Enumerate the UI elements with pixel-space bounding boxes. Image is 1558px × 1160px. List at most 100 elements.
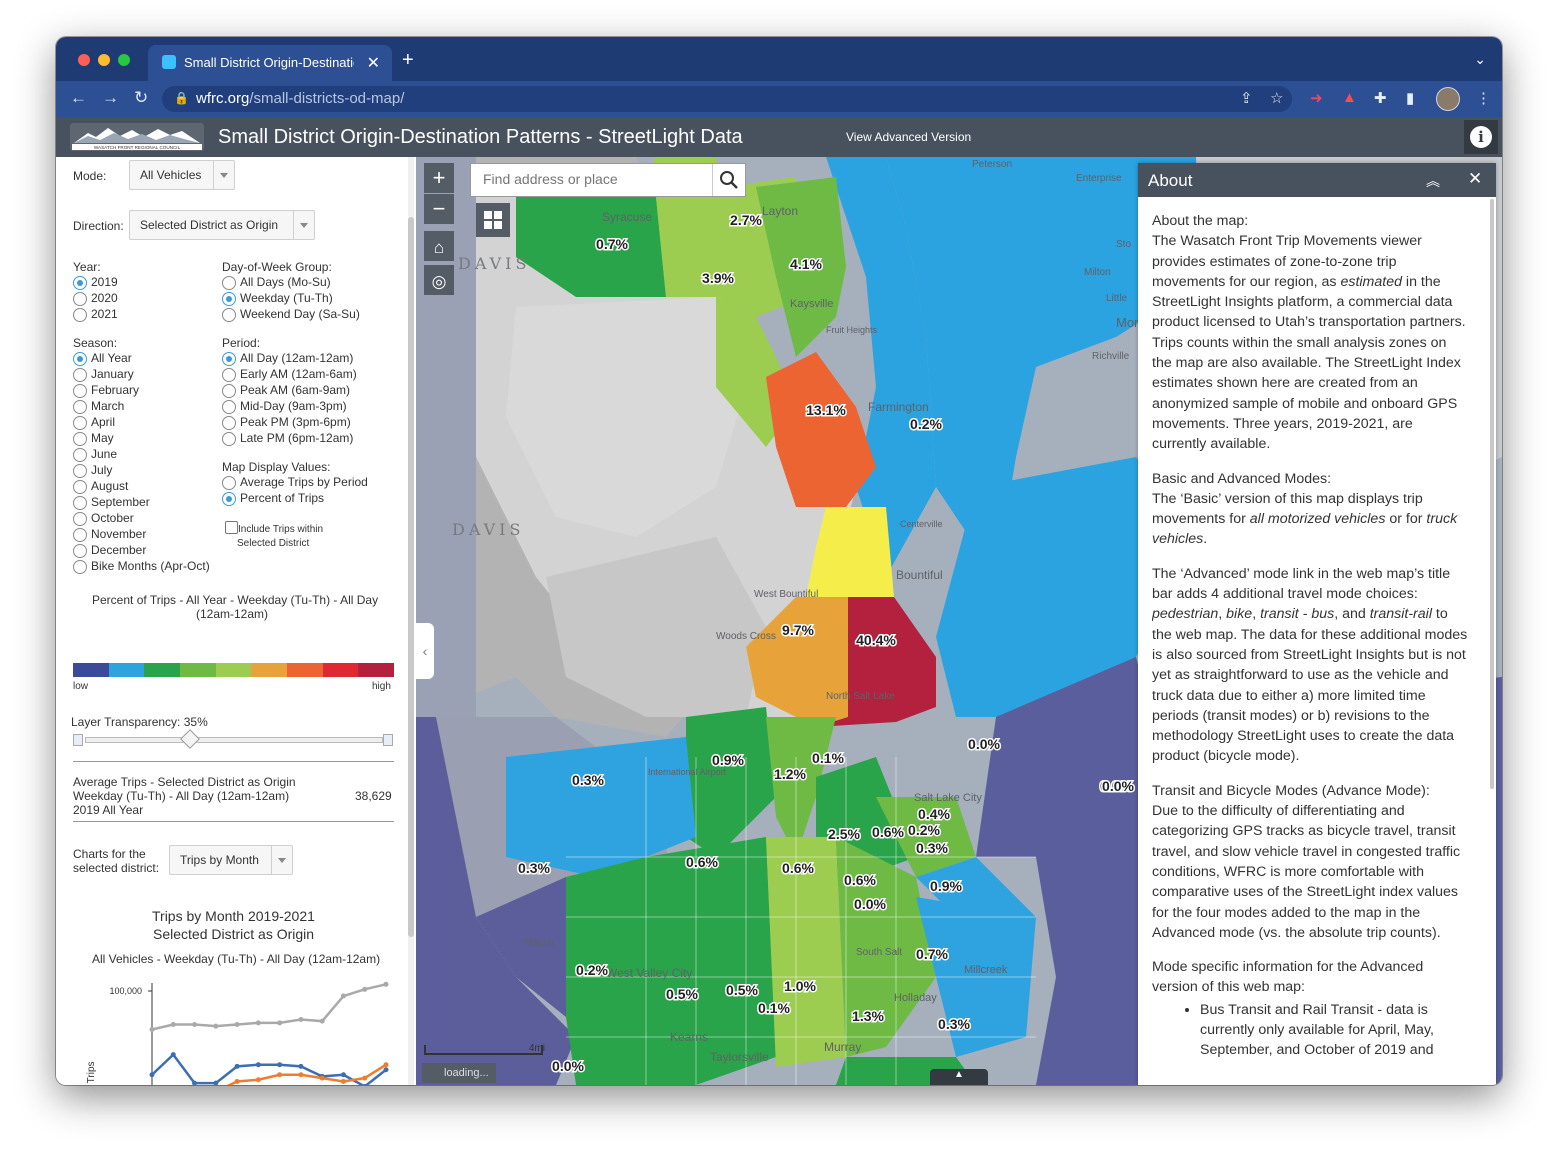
browser-tab[interactable]: Small District Origin-Destinatio ✕ xyxy=(148,45,392,81)
scrollbar-thumb[interactable] xyxy=(408,217,414,937)
loading-indicator: loading... xyxy=(422,1063,496,1083)
grid-icon xyxy=(484,211,502,229)
chart-y-axis-label: Average Trips xyxy=(86,1061,97,1085)
back-arrow-icon[interactable]: ← xyxy=(70,88,87,107)
basemap-gallery-button[interactable] xyxy=(476,203,510,237)
about-panel-header: About ︽ ✕ xyxy=(1138,163,1496,197)
map-area-label: Fruit Heights xyxy=(826,325,878,335)
radio-label: Percent of Trips xyxy=(240,491,325,505)
legend-swatch xyxy=(251,663,288,677)
radio-circle xyxy=(73,384,87,398)
close-icon[interactable]: ✕ xyxy=(1468,169,1483,188)
map-area-label: Bountiful xyxy=(896,568,943,582)
chart-point xyxy=(277,1062,283,1068)
browser-toolbar: ← → ↻ 🔒 wfrc.org/small-districts-od-map/… xyxy=(56,81,1502,117)
map-area-label: Farmington xyxy=(868,400,929,414)
tab-search-chevron-icon[interactable]: ⌄ xyxy=(1474,51,1486,67)
info-button[interactable]: i xyxy=(1464,120,1498,154)
mode-label: Mode: xyxy=(73,169,107,183)
include-trips-label-line2: Selected District xyxy=(237,538,310,549)
map-area-label: North Salt Lake xyxy=(826,691,895,702)
view-advanced-version-link[interactable]: View Advanced Version xyxy=(846,130,972,144)
divider xyxy=(73,821,394,822)
map-area-label: Salt Lake City xyxy=(914,792,982,804)
bookmark-star-icon[interactable]: ☆ xyxy=(1270,90,1284,107)
district-percent-label: 2.7% xyxy=(730,212,762,228)
slider-decrement-button[interactable] xyxy=(73,734,83,746)
pdf-extension-icon[interactable]: ▲ xyxy=(1342,89,1357,106)
radio-circle xyxy=(73,464,87,478)
map-area-label: Millcreek xyxy=(964,964,1008,976)
district-percent-label: 0.5% xyxy=(726,982,758,998)
chart-point xyxy=(255,1020,261,1026)
radio-label: Weekday (Tu-Th) xyxy=(240,291,333,305)
list-item: Bus Transit and Rail Transit - data is c… xyxy=(1200,1000,1470,1061)
new-tab-plus-icon[interactable]: + xyxy=(402,49,414,71)
period-label: Period: xyxy=(222,336,261,350)
layer-transparency-slider[interactable] xyxy=(73,729,393,749)
map-area-label: Layton xyxy=(762,204,798,218)
legend-low-label: low xyxy=(73,681,89,692)
extensions-puzzle-icon[interactable]: ✚ xyxy=(1374,90,1387,107)
close-window-button[interactable] xyxy=(78,54,90,66)
map-area-label: Murray xyxy=(824,1040,861,1054)
radio-label: All Day (12am-12am) xyxy=(240,351,354,365)
slider-track[interactable] xyxy=(85,737,383,743)
side-panel-icon[interactable]: ▮ xyxy=(1406,90,1415,107)
season-label: Season: xyxy=(73,336,118,350)
map-area-label: Magna xyxy=(524,937,555,948)
chart-point xyxy=(298,1063,304,1069)
slider-handle[interactable] xyxy=(179,729,200,749)
share-icon[interactable]: ⇪ xyxy=(1240,90,1253,107)
radio-circle xyxy=(73,292,87,306)
district-percent-label: 0.2% xyxy=(908,822,940,838)
address-bar[interactable]: 🔒 wfrc.org/small-districts-od-map/ ⇪ ☆ xyxy=(162,86,1292,112)
zoom-window-button[interactable] xyxy=(118,54,130,66)
district-percent-label: 0.1% xyxy=(758,1000,790,1016)
radio-circle xyxy=(73,496,87,510)
map-area-label: West Valley City xyxy=(606,966,692,980)
collapse-chevrons-icon[interactable]: ︽ xyxy=(1426,173,1440,189)
chart-point xyxy=(362,1075,368,1081)
radio-label: March xyxy=(91,399,125,413)
radio-circle xyxy=(73,544,87,558)
charts-select[interactable]: Trips by Month xyxy=(169,845,293,875)
radio-label: February xyxy=(91,383,140,397)
zoom-in-button[interactable]: + xyxy=(424,163,454,193)
chart-point xyxy=(149,1072,155,1078)
profile-avatar[interactable] xyxy=(1436,87,1460,111)
reload-icon[interactable]: ↻ xyxy=(134,88,149,107)
legend-swatch xyxy=(322,663,359,677)
radio-label: All Year xyxy=(91,351,132,365)
direction-select[interactable]: Selected District as Origin xyxy=(129,210,315,240)
chart-y-tick-label: 100,000 xyxy=(109,986,142,996)
mode-select[interactable]: All Vehicles xyxy=(129,160,235,190)
map-area-label: Little xyxy=(1106,293,1128,304)
close-tab-icon[interactable]: ✕ xyxy=(366,55,380,72)
about-mode-list: Bus Transit and Rail Transit - data is c… xyxy=(1152,1000,1470,1061)
map-area-label: Enterprise xyxy=(1076,173,1122,184)
home-button[interactable]: ⌂ xyxy=(424,231,454,261)
radio-label: All Days (Mo-Su) xyxy=(240,275,331,289)
collapse-panel-button[interactable]: ‹ xyxy=(416,623,434,679)
chevron-up-icon: ▲ xyxy=(954,1069,964,1080)
forward-arrow-icon[interactable]: → xyxy=(102,88,119,107)
about-panel-scrollbar[interactable] xyxy=(1490,199,1494,789)
radio-label: 2020 xyxy=(91,291,118,305)
extension-arrow-icon[interactable]: ➜ xyxy=(1310,90,1323,107)
left-panel-scrollbar[interactable] xyxy=(408,157,414,1085)
address-search-input[interactable] xyxy=(471,164,719,194)
chart-point xyxy=(234,1063,240,1069)
chart-point xyxy=(298,1016,304,1022)
zoom-out-button[interactable]: − xyxy=(424,194,454,224)
search-button[interactable] xyxy=(712,164,745,196)
browser-window: Small District Origin-Destinatio ✕ + ⌄ ←… xyxy=(56,37,1502,1085)
include-trips-checkbox[interactable] xyxy=(225,521,238,534)
radio-circle xyxy=(73,368,87,382)
slider-increment-button[interactable] xyxy=(383,734,393,746)
minimize-window-button[interactable] xyxy=(98,54,110,66)
attribute-table-toggle[interactable]: ▲ xyxy=(930,1069,988,1085)
browser-menu-icon[interactable]: ⋮ xyxy=(1476,90,1491,107)
district-percent-label: 2.5% xyxy=(828,826,860,842)
locate-button[interactable]: ◎ xyxy=(424,265,454,295)
